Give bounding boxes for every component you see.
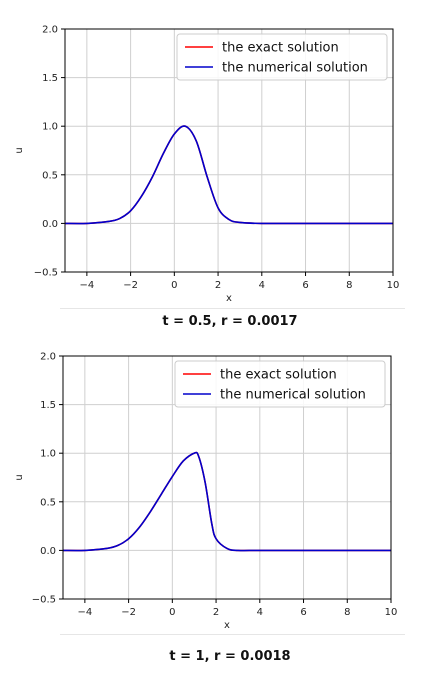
legend-entry: the numerical solution	[220, 388, 366, 403]
series-line-numerical	[62, 451, 391, 552]
x-tick-label: −2	[121, 607, 136, 618]
x-axis-label: x	[224, 620, 230, 631]
x-tick-label: −4	[77, 607, 92, 618]
series-line-numerical	[64, 125, 393, 225]
legend: the exact solution the numerical solution	[174, 360, 386, 408]
x-tick-label: 2	[215, 280, 221, 291]
x-tick-label: 6	[302, 280, 308, 291]
x-tick-label: 8	[344, 607, 350, 618]
y-tick-label: 0.5	[40, 497, 56, 508]
x-axis-label: x	[226, 293, 232, 304]
x-tick-label: −4	[79, 280, 94, 291]
x-tick-label: 10	[387, 280, 400, 291]
y-axis-label: u	[14, 474, 25, 480]
y-tick-label: 2.0	[40, 352, 56, 363]
legend-entry: the exact solution	[220, 368, 337, 383]
x-tick-label: 10	[385, 607, 398, 618]
y-tick-label: 1.0	[40, 449, 56, 460]
y-tick-label: 1.0	[42, 122, 58, 133]
divider	[60, 308, 405, 309]
x-tick-label: 2	[213, 607, 219, 618]
x-tick-label: 6	[300, 607, 306, 618]
line-chart: −4 −2 0 2 4 6 8 10 −0.5 0.0 0.5 1.0 1.5 2.0 x u the exac…	[14, 25, 400, 330]
legend: the exact solution the numerical solution	[176, 33, 388, 81]
legend-box	[174, 360, 386, 408]
y-tick-label: 0.5	[42, 170, 58, 181]
x-tick-label: −2	[123, 280, 138, 291]
x-tick-label: 0	[171, 280, 177, 291]
x-tick-label: 4	[257, 607, 263, 618]
y-tick-label: 2.0	[42, 25, 58, 36]
figure-t-0-5: −4 −2 0 2 4 6 8 10 −0.5 0.0 0.5 1.0 1.5 2.0 x u the exac…	[0, 0, 438, 340]
axes-frame	[64, 28, 394, 273]
y-tick-label: 1.5	[42, 73, 58, 84]
y-tick-label: 1.5	[40, 400, 56, 411]
legend-entry: the exact solution	[222, 41, 339, 56]
figure-caption: t = 0.5, r = 0.0017	[162, 314, 297, 329]
y-axis-label: u	[14, 147, 25, 153]
y-tick-label: 0.0	[42, 219, 58, 230]
divider	[60, 634, 405, 635]
y-tick-label: 0.0	[40, 546, 56, 557]
x-tick-label: 0	[169, 607, 175, 618]
x-tick-label: 4	[259, 280, 265, 291]
x-tick-label: 8	[346, 280, 352, 291]
y-tick-label: −0.5	[34, 268, 58, 279]
legend-entry: the numerical solution	[222, 61, 368, 76]
line-chart: −4 −2 0 2 4 6 8 10 −0.5 0.0 0.5 1.0 1.5 2.0 x u the exac…	[14, 352, 398, 665]
axes-frame	[62, 355, 392, 600]
legend-box	[176, 33, 388, 81]
y-tick-label: −0.5	[32, 595, 56, 606]
figure-t-1: −4 −2 0 2 4 6 8 10 −0.5 0.0 0.5 1.0 1.5 2.0 x u the exac…	[0, 340, 438, 683]
figure-caption: t = 1, r = 0.0018	[169, 649, 290, 664]
